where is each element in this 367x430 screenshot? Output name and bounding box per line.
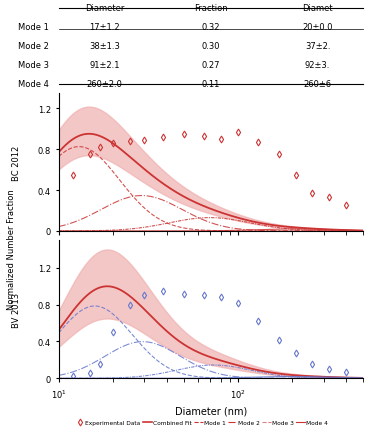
X-axis label: Diameter (nm): Diameter (nm) <box>175 405 247 415</box>
Text: BV 2013: BV 2013 <box>12 292 21 327</box>
Legend: Experimental Data, Combined Fit, Mode 1, Mode 2, Mode 3, Mode 4: Experimental Data, Combined Fit, Mode 1,… <box>73 418 330 427</box>
Text: BC 2012: BC 2012 <box>12 145 21 180</box>
Text: Normalized Number Fraction: Normalized Number Fraction <box>7 189 15 310</box>
